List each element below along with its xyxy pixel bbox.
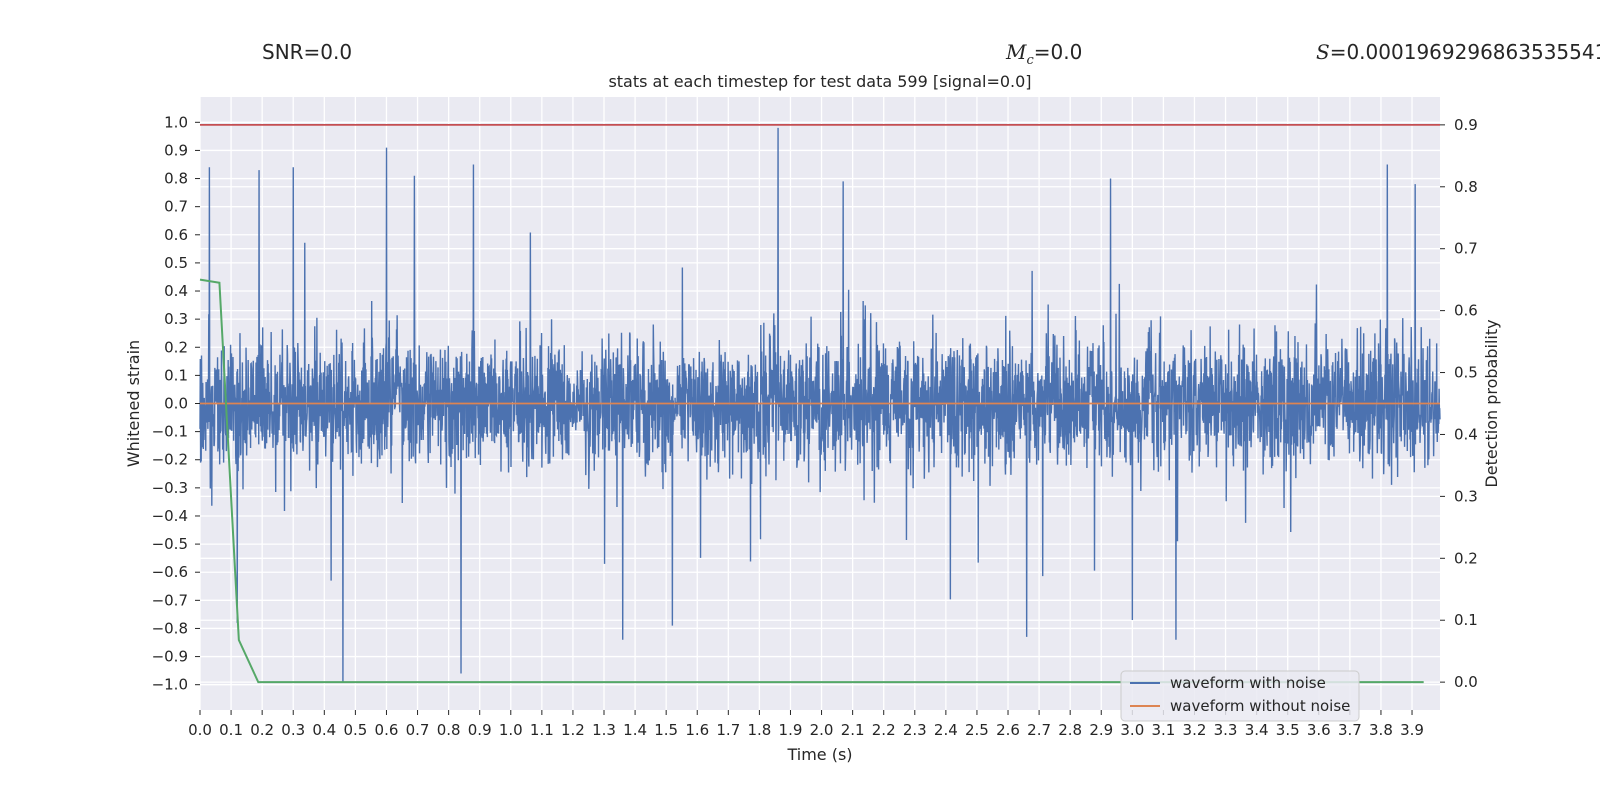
- x-tick-label: 2.2: [872, 721, 896, 739]
- x-tick-label: 1.0: [499, 721, 523, 739]
- legend-box: [1120, 670, 1360, 722]
- y-tick-label: −0.7: [152, 591, 188, 609]
- chirp-mass-subscript: c: [1026, 53, 1034, 68]
- x-tick-label: 0.2: [250, 721, 274, 739]
- y2-tick-label: 0.0: [1454, 673, 1478, 691]
- x-tick-label: 2.7: [1027, 721, 1051, 739]
- legend-label-noisy: waveform with noise: [1170, 674, 1326, 692]
- y2-tick-label: 0.1: [1454, 611, 1478, 629]
- y2-tick-label: 0.3: [1454, 487, 1478, 505]
- x-tick-label: 3.2: [1183, 721, 1207, 739]
- y2-tick-label: 0.9: [1454, 116, 1478, 134]
- y-tick-label: −0.5: [152, 535, 188, 553]
- y-tick-label: 0.4: [164, 282, 188, 300]
- y2-tick-label: 0.2: [1454, 549, 1478, 567]
- x-tick-label: 0.1: [219, 721, 243, 739]
- y2-tick-label: 0.7: [1454, 240, 1478, 258]
- x-tick-label: 1.8: [747, 721, 771, 739]
- chirp-mass-value: =0.0: [1033, 40, 1083, 64]
- x-tick-label: 3.3: [1214, 721, 1238, 739]
- x-tick-label: 3.8: [1369, 721, 1393, 739]
- x-tick-label: 0.9: [468, 721, 492, 739]
- noisy-waveform-series: [199, 127, 1441, 682]
- x-tick-label: 0.0: [188, 721, 212, 739]
- x-tick-label: 3.9: [1400, 721, 1424, 739]
- y-tick-label: 0.5: [164, 254, 188, 272]
- legend-label-clean: waveform without noise: [1170, 697, 1350, 715]
- x-tick-label: 3.4: [1245, 721, 1269, 739]
- noisy-waveform-line: [199, 127, 1441, 682]
- x-tick-label: 1.1: [530, 721, 554, 739]
- y-tick-label: −0.1: [152, 423, 188, 441]
- x-tick-label: 0.7: [406, 721, 430, 739]
- y-tick-label: 1.0: [164, 113, 188, 131]
- axes: −1.0 −0.9 −0.8 −0.7 −0.6 −0.5 −0.4 −0.3 −0.2 −0.1…: [152, 113, 1478, 739]
- x-tick-label: 1.9: [779, 721, 803, 739]
- x-tick-label: 2.1: [841, 721, 865, 739]
- y-tick-label: −0.8: [152, 619, 188, 637]
- y-axis-label: Whitened strain: [124, 340, 143, 467]
- x-tick-label: 1.2: [561, 721, 585, 739]
- x-tick-label: 3.5: [1276, 721, 1300, 739]
- y-tick-label: 0.8: [164, 170, 188, 188]
- y-tick-label: −0.2: [152, 451, 188, 469]
- x-tick-label: 2.3: [903, 721, 927, 739]
- y-tick-label: 0.7: [164, 198, 188, 216]
- chirp-mass-symbol: M: [1006, 40, 1027, 64]
- snr-label: SNR=0.0: [262, 40, 353, 64]
- y2-tick-label: 0.4: [1454, 425, 1478, 443]
- x-tick-label: 3.1: [1151, 721, 1175, 739]
- x-tick-label: 1.5: [654, 721, 678, 739]
- x-tick-label: 1.7: [716, 721, 740, 739]
- y-tick-label: −0.6: [152, 563, 188, 581]
- y-tick-label: −0.4: [152, 507, 188, 525]
- y-tick-label: 0.0: [164, 395, 188, 413]
- y2-tick-label: 0.8: [1454, 178, 1478, 196]
- x-tick-label: 0.6: [375, 721, 399, 739]
- x-tick-label: 2.8: [1058, 721, 1082, 739]
- y-tick-label: 0.2: [164, 338, 188, 356]
- y-tick-label: 0.9: [164, 141, 188, 159]
- x-tick-label: 2.6: [996, 721, 1020, 739]
- x-tick-label: 2.0: [810, 721, 834, 739]
- y-tick-label: 0.6: [164, 226, 188, 244]
- y-tick-label: 0.1: [164, 366, 188, 384]
- s-statistic-value: =0.0001969296863535541: [1329, 40, 1600, 64]
- y-tick-label: −0.3: [152, 479, 188, 497]
- y-tick-label: −1.0: [152, 676, 188, 694]
- y2-axis-label: Detection probability: [1482, 319, 1501, 487]
- y2-tick-label: 0.5: [1454, 364, 1478, 382]
- x-tick-label: 0.4: [312, 721, 336, 739]
- x-tick-label: 3.7: [1338, 721, 1362, 739]
- x-tick-label: 0.3: [281, 721, 305, 739]
- chirp-mass-label: Mc=0.0: [1006, 40, 1082, 68]
- x-tick-label: 1.4: [623, 721, 647, 739]
- chart-title: stats at each timestep for test data 599…: [608, 72, 1031, 91]
- x-tick-label: 0.5: [343, 721, 367, 739]
- y2-tick-label: 0.6: [1454, 302, 1478, 320]
- x-axis-label: Time (s): [786, 745, 852, 764]
- x-tick-label: 2.5: [965, 721, 989, 739]
- x-tick-label: 0.8: [437, 721, 461, 739]
- s-statistic-label: S=0.0001969296863535541: [1316, 40, 1600, 64]
- x-tick-label: 2.9: [1089, 721, 1113, 739]
- x-tick-label: 3.0: [1120, 721, 1144, 739]
- x-tick-label: 1.3: [592, 721, 616, 739]
- s-statistic-symbol: S: [1316, 40, 1330, 64]
- legend: waveform with noise waveform without noi…: [1120, 670, 1360, 722]
- y-tick-label: 0.3: [164, 310, 188, 328]
- x-tick-label: 2.4: [934, 721, 958, 739]
- x-tick-label: 1.6: [685, 721, 709, 739]
- y-tick-label: −0.9: [152, 648, 188, 666]
- x-tick-label: 3.6: [1307, 721, 1331, 739]
